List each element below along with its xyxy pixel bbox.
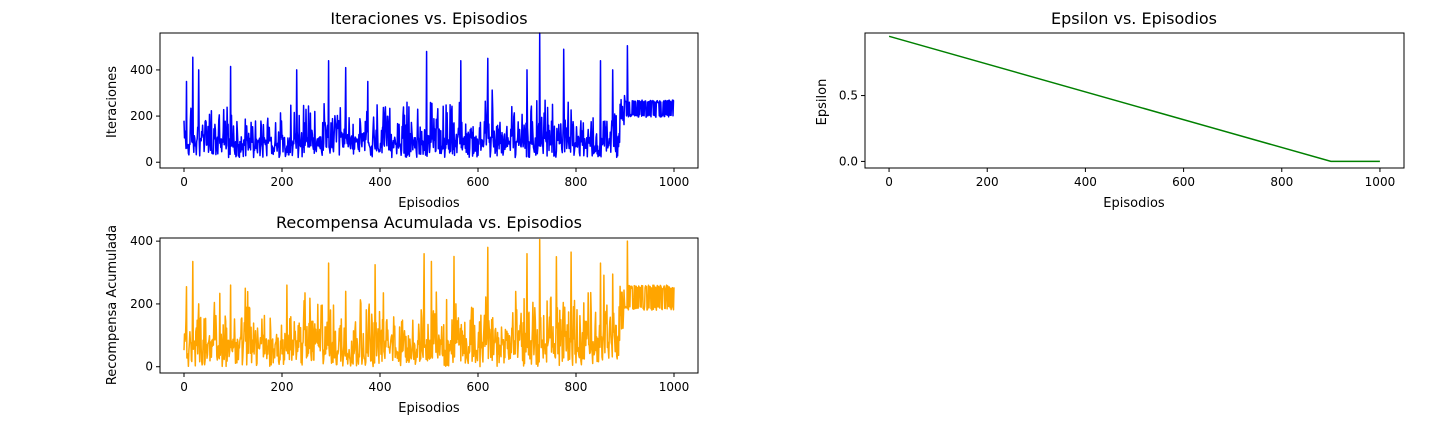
ticks: 0 200 400 600 800 1000 0 200 400: [130, 234, 689, 394]
y-axis-label: Iteraciones: [105, 66, 120, 138]
y-axis-label: Epsilon: [815, 79, 830, 126]
x-tick-label: 0: [180, 175, 188, 189]
series-line: [183, 32, 675, 159]
series-line: [183, 238, 675, 368]
plot-series: [183, 32, 675, 159]
plot-frame: [159, 237, 699, 374]
x-tick-label: 200: [976, 175, 999, 189]
x-tick-label: 400: [369, 380, 392, 394]
recompensa-subplot: Recompensa Acumulada vs. Episodios Episo…: [105, 213, 699, 416]
iteraciones-subplot: Iteraciones vs. Episodios Episodios Iter…: [105, 9, 699, 211]
x-axis-label: Episodios: [1103, 196, 1165, 211]
y-tick-label: 400: [130, 63, 153, 77]
x-axis-label: Episodios: [398, 401, 460, 416]
series-line: [888, 35, 1380, 163]
x-tick-label: 600: [467, 175, 490, 189]
x-tick-label: 0: [180, 380, 188, 394]
plot-frame: [864, 32, 1405, 169]
plot-frame: [159, 32, 699, 169]
y-tick-label: 0: [145, 360, 153, 374]
plot-series: [183, 238, 675, 368]
y-tick-label: 0.5: [839, 89, 858, 103]
chart-title: Iteraciones vs. Episodios: [330, 9, 527, 28]
x-tick-label: 200: [271, 380, 294, 394]
ticks: 0 200 400 600 800 1000 0.0 0.5: [839, 89, 1395, 189]
y-tick-label: 200: [130, 297, 153, 311]
y-axis-label: Recompensa Acumulada: [105, 225, 120, 385]
chart-title: Epsilon vs. Episodios: [1051, 9, 1217, 28]
x-axis-label: Episodios: [398, 196, 460, 211]
x-tick-label: 400: [1074, 175, 1097, 189]
y-tick-label: 400: [130, 234, 153, 248]
plot-series: [888, 35, 1380, 163]
x-tick-label: 800: [565, 380, 588, 394]
x-tick-label: 1000: [1365, 175, 1396, 189]
x-tick-label: 800: [565, 175, 588, 189]
x-tick-label: 1000: [659, 175, 690, 189]
x-tick-label: 600: [467, 380, 490, 394]
y-tick-label: 0: [145, 155, 153, 169]
ticks: 0 200 400 600 800 1000 0 200 400: [130, 63, 689, 189]
epsilon-subplot: Epsilon vs. Episodios Episodios Epsilon …: [815, 9, 1405, 211]
y-tick-label: 200: [130, 109, 153, 123]
x-tick-label: 600: [1172, 175, 1195, 189]
x-tick-label: 800: [1270, 175, 1293, 189]
x-tick-label: 400: [369, 175, 392, 189]
y-tick-label: 0.0: [839, 154, 858, 168]
x-tick-label: 0: [885, 175, 893, 189]
x-tick-label: 200: [271, 175, 294, 189]
chart-title: Recompensa Acumulada vs. Episodios: [276, 213, 582, 232]
x-tick-label: 1000: [659, 380, 690, 394]
